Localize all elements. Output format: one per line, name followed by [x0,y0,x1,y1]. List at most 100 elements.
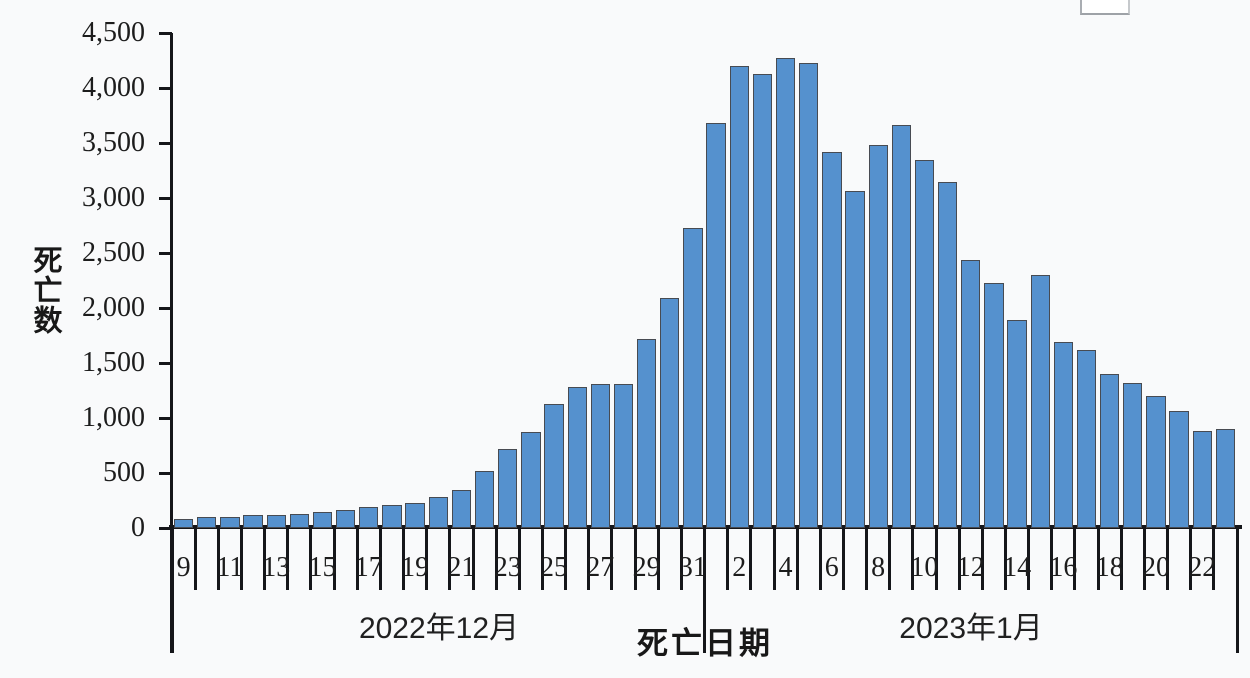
y-tick-label: 3,000 [82,182,145,213]
bar [1030,275,1050,528]
y-tick [159,471,172,475]
bar [984,282,1004,528]
bar [868,145,888,528]
bar [729,66,749,528]
x-tick-label: 10 [910,552,939,583]
x-tick [865,527,869,590]
y-tick [159,361,172,365]
bar [590,383,610,528]
y-tick-label: 2,000 [82,292,145,323]
x-tick [1212,527,1216,590]
x-tick [378,527,382,590]
x-tick [795,527,799,590]
bar [243,515,263,529]
y-tick-label: 4,000 [82,72,145,103]
x-tick-label: 17 [354,552,383,583]
x-tick [332,527,336,590]
y-tick-label: 2,500 [82,237,145,268]
x-tick-label: 9 [176,552,191,583]
x-tick [1119,527,1123,590]
x-tick [656,527,660,590]
bar [1146,396,1166,528]
y-tick-label: 0 [131,512,145,543]
x-tick [471,527,475,590]
x-tick [1142,527,1146,590]
bar [799,63,819,529]
x-tick [448,527,452,590]
x-month-separator [1235,527,1239,653]
bar [1007,320,1027,528]
bar [775,58,796,528]
bar [636,339,657,529]
x-tick-label: 12 [956,552,985,583]
x-axis-title: 死亡日期 [637,626,773,661]
x-tick [679,527,683,590]
bar [752,74,773,529]
bar [197,517,217,528]
y-tick-label: 1,500 [82,347,145,378]
x-tick [193,527,197,590]
x-tick [216,527,220,590]
x-tick [1096,527,1100,590]
y-tick [159,141,172,145]
y-axis-title: 死亡数 [29,245,61,335]
bar [1123,382,1143,528]
x-tick [540,527,544,590]
x-tick-label: 31 [678,552,707,583]
x-month-separator [703,527,706,653]
y-tick [159,416,172,420]
bar [660,298,680,528]
x-tick [934,527,938,590]
x-tick [772,527,776,590]
x-tick [564,527,568,590]
bar [521,432,541,528]
bar [822,151,842,528]
x-tick [888,527,892,590]
bar [405,502,425,528]
x-tick [587,527,591,590]
x-tick [494,527,498,590]
x-tick-label: 15 [308,552,337,583]
bar [683,228,703,529]
x-tick [957,527,961,590]
y-tick [159,86,172,90]
x-tick-label: 29 [632,552,661,583]
bar [845,191,865,528]
y-tick [159,196,172,200]
x-tick [286,527,290,590]
bar [706,123,726,528]
x-tick-label: 19 [401,552,430,583]
y-tick [159,251,172,255]
x-tick-label: 16 [1049,552,1078,583]
x-tick [1189,527,1193,590]
x-tick [749,527,753,590]
x-tick [726,527,730,590]
bar [613,383,634,528]
bar [1192,431,1212,528]
bar [382,504,402,528]
bar [173,518,194,528]
x-tick [633,527,637,590]
y-tick [159,31,172,35]
month-group-label-jan: 2023年1月 [899,612,1043,645]
x-tick [1166,527,1169,590]
x-tick [355,527,359,590]
x-tick-label: 20 [1142,552,1170,583]
y-tick-label: 1,000 [82,402,145,433]
x-tick-label: 14 [1003,552,1032,583]
bar [961,259,981,528]
bar [474,470,495,528]
month-group-label-dec: 2022年12月 [358,612,520,645]
y-tick-label: 4,500 [82,17,145,48]
bar [1169,411,1189,528]
bar [567,387,587,528]
bar [544,403,564,528]
x-tick [402,527,405,590]
x-tick [240,527,243,590]
bar [1215,429,1236,528]
x-tick-label: 2 [732,552,747,583]
x-tick [517,527,521,590]
x-tick [425,527,429,590]
x-tick [1073,527,1077,590]
